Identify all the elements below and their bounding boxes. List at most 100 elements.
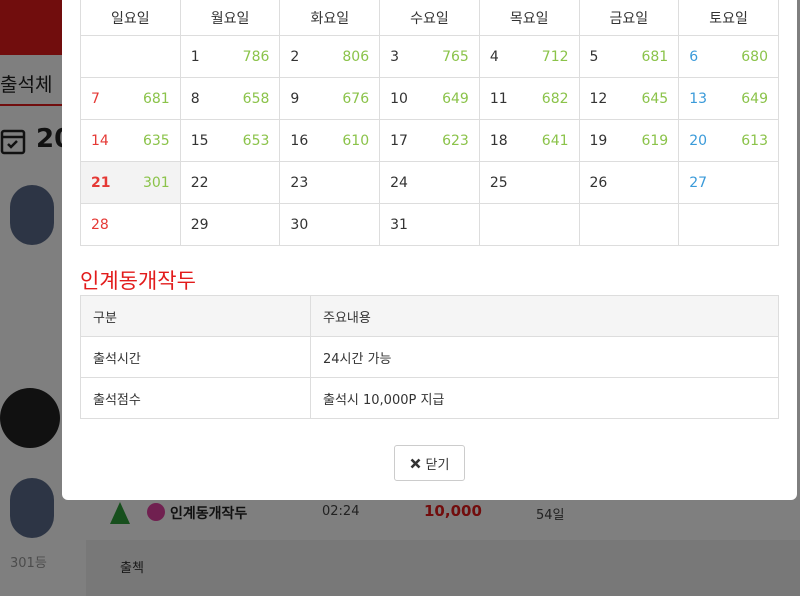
- day-cell: 14 635: [80, 119, 181, 162]
- day-number: 9: [290, 90, 300, 107]
- day-score: 786: [242, 48, 270, 65]
- day-cell: 5 681: [578, 35, 680, 78]
- week-row: 21 301 22 23 24 25 26 27: [80, 161, 779, 204]
- day-cell: 25: [478, 161, 580, 204]
- day-cell: [80, 35, 181, 78]
- day-number: 23: [290, 174, 309, 191]
- day-cell: 16 610: [279, 119, 381, 162]
- day-cell: 23: [279, 161, 381, 204]
- info-row: 출석점수 출석시 10,000P 지급: [80, 377, 779, 419]
- info-table: 구분 주요내용 출석시간 24시간 가능 출석점수 출석시 10,000P 지급: [80, 295, 779, 419]
- day-score: 649: [442, 90, 469, 107]
- day-cell: 22: [179, 161, 281, 204]
- day-number: 14: [91, 132, 109, 149]
- day-score: 712: [541, 48, 569, 65]
- day-number: 31: [390, 216, 408, 233]
- close-button[interactable]: 닫기: [394, 445, 465, 481]
- day-number: 6: [689, 48, 699, 65]
- info-header-cell: 구분: [80, 295, 311, 337]
- day-number: 21: [91, 174, 111, 191]
- day-cell: 9 676: [279, 77, 381, 120]
- day-score: 645: [641, 90, 669, 107]
- day-cell: 28: [80, 203, 181, 246]
- day-score: 765: [442, 48, 469, 65]
- day-cell: 4 712: [478, 35, 580, 78]
- day-cell: 6 680: [678, 35, 779, 78]
- day-number: 26: [589, 174, 608, 191]
- day-score: 641: [541, 132, 569, 149]
- day-number: 4: [489, 48, 499, 65]
- day-number: 28: [91, 216, 109, 233]
- day-score: 301: [142, 174, 170, 191]
- week-row: 1 786 2 806 3 765 4 712 5 681 6 680: [80, 35, 779, 78]
- day-number: 11: [489, 90, 508, 107]
- day-cell: 31: [379, 203, 480, 246]
- day-cell: 21 301: [80, 161, 181, 204]
- day-number: 16: [290, 132, 309, 149]
- day-score: 806: [342, 48, 370, 65]
- day-number: 2: [290, 48, 300, 65]
- close-label: 닫기: [425, 457, 450, 473]
- info-cell: 24시간 가능: [310, 336, 779, 378]
- weekday: 금요일: [578, 0, 680, 36]
- day-cell: 12 645: [578, 77, 680, 120]
- day-number: 15: [190, 132, 209, 149]
- day-number: 1: [190, 48, 200, 65]
- info-cell: 출석시 10,000P 지급: [310, 377, 779, 419]
- day-cell: 30: [279, 203, 381, 246]
- day-number: 20: [689, 132, 708, 149]
- weekday: 토요일: [678, 0, 779, 36]
- day-number: 22: [190, 174, 209, 191]
- day-cell: 11 682: [478, 77, 580, 120]
- day-cell: 10 649: [379, 77, 480, 120]
- day-number: 5: [589, 48, 599, 65]
- close-icon: [410, 458, 420, 468]
- weekday: 월요일: [179, 0, 281, 36]
- info-cell: 출석시간: [80, 336, 311, 378]
- day-score: 623: [442, 132, 469, 149]
- week-row: 28 29 30 31: [80, 203, 779, 246]
- day-cell: 2 806: [279, 35, 381, 78]
- day-cell: 8 658: [179, 77, 281, 120]
- day-number: 24: [390, 174, 408, 191]
- day-cell: 29: [179, 203, 281, 246]
- day-cell: 20 613: [678, 119, 779, 162]
- weekday: 화요일: [279, 0, 381, 36]
- day-number: 25: [489, 174, 508, 191]
- day-cell: 13 649: [678, 77, 779, 120]
- day-number: 7: [91, 90, 100, 107]
- day-score: 658: [242, 90, 270, 107]
- day-cell: 27: [678, 161, 779, 204]
- day-number: 18: [489, 132, 508, 149]
- weekday: 목요일: [478, 0, 580, 36]
- day-score: 681: [142, 90, 170, 107]
- day-score: 613: [741, 132, 768, 149]
- day-number: 29: [190, 216, 209, 233]
- day-cell: 3 765: [379, 35, 480, 78]
- day-number: 12: [589, 90, 608, 107]
- day-cell: [678, 203, 779, 246]
- weekday: 수요일: [379, 0, 480, 36]
- day-number: 10: [390, 90, 408, 107]
- day-number: 8: [190, 90, 200, 107]
- day-cell: 18 641: [478, 119, 580, 162]
- week-row: 14 635 15 653 16 610 17 623 18 641 19 619 20 613: [80, 119, 779, 162]
- day-cell: 24: [379, 161, 480, 204]
- section-title: 인계동개작두: [80, 269, 196, 293]
- day-cell: [578, 203, 680, 246]
- day-score: 649: [741, 90, 768, 107]
- day-number: 3: [390, 48, 400, 65]
- day-cell: 7 681: [80, 77, 181, 120]
- weekday: 일요일: [80, 0, 181, 36]
- day-number: 30: [290, 216, 309, 233]
- day-cell: 17 623: [379, 119, 480, 162]
- day-number: 13: [689, 90, 708, 107]
- info-header: 구분 주요내용: [80, 295, 779, 337]
- day-number: 17: [390, 132, 408, 149]
- day-score: 682: [541, 90, 569, 107]
- day-score: 653: [242, 132, 270, 149]
- day-cell: 15 653: [179, 119, 281, 162]
- day-number: 27: [689, 174, 708, 191]
- calendar: 일요일 월요일 화요일 수요일 목요일 금요일 토요일 1 786 2 806 3 765 4 712 5 68…: [80, 0, 779, 246]
- day-score: 610: [342, 132, 370, 149]
